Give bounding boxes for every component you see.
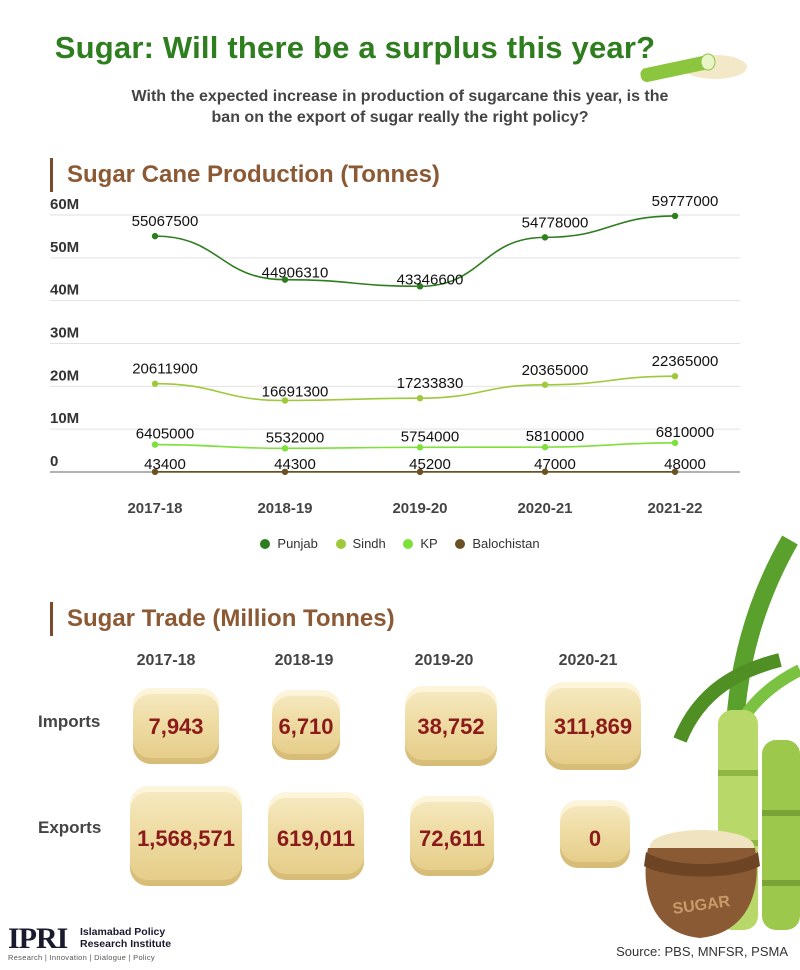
legend-item-kp: KP bbox=[403, 536, 438, 551]
data-point bbox=[151, 380, 159, 387]
y-tick-label: 0 bbox=[50, 453, 58, 470]
chart-legend: Punjab Sindh KP Balochistan bbox=[0, 536, 800, 551]
data-point bbox=[281, 397, 289, 404]
x-tick-label: 2021-22 bbox=[647, 500, 702, 517]
legend-item-balochistan: Balochistan bbox=[455, 536, 540, 551]
data-point bbox=[281, 445, 289, 452]
sugarcane-stick-icon bbox=[640, 53, 747, 83]
y-tick-label: 10M bbox=[50, 410, 79, 427]
data-label: 44300 bbox=[274, 456, 316, 473]
imports-label: Imports bbox=[38, 712, 101, 731]
import-value-1: 7,943 bbox=[148, 714, 204, 739]
import-value-4: 311,869 bbox=[553, 714, 633, 739]
data-point bbox=[281, 276, 289, 283]
data-label: 55067500 bbox=[132, 213, 199, 230]
data-label: 6405000 bbox=[136, 426, 194, 443]
legend-item-sindh: Sindh bbox=[335, 536, 386, 551]
data-label: 5754000 bbox=[401, 428, 459, 445]
data-label: 5532000 bbox=[266, 429, 324, 446]
data-label: 16691300 bbox=[262, 384, 329, 401]
data-point bbox=[671, 212, 679, 220]
data-point bbox=[151, 232, 159, 240]
exports-label: Exports bbox=[38, 818, 102, 837]
trade-year-4: 2020-21 bbox=[558, 652, 618, 669]
x-tick-label: 2018-19 bbox=[257, 500, 312, 517]
data-point bbox=[151, 441, 159, 448]
data-point bbox=[541, 443, 549, 451]
export-value-2: 619,011 bbox=[276, 826, 356, 851]
subtitle-line-2: ban on the export of sugar really the ri… bbox=[211, 109, 589, 126]
data-label: 44906310 bbox=[262, 265, 329, 282]
sugar-cube-icon bbox=[130, 786, 242, 886]
sugar-sack-icon: SUGAR bbox=[644, 830, 760, 938]
sugar-cube-icon bbox=[560, 800, 630, 868]
data-point bbox=[541, 234, 549, 241]
export-value-4: 0 bbox=[588, 826, 602, 851]
import-value-2: 6,710 bbox=[278, 714, 334, 739]
sugar-cube-icon bbox=[545, 682, 641, 770]
x-axis-ticks: 2017-18 2018-19 2019-20 2020-21 2021-22 bbox=[127, 500, 702, 517]
data-label: 20365000 bbox=[522, 362, 589, 379]
org-name-line-2: Research Institute bbox=[80, 938, 172, 950]
trade-year-1: 2017-18 bbox=[136, 652, 196, 669]
y-tick-label: 30M bbox=[50, 325, 79, 342]
data-point bbox=[281, 468, 289, 476]
data-label: 47000 bbox=[534, 456, 576, 473]
source-note: Source: PBS, MNFSR, PSMA bbox=[616, 944, 788, 959]
data-label: 45200 bbox=[409, 456, 451, 473]
data-label: 6810000 bbox=[656, 424, 714, 441]
y-tick-label: 40M bbox=[50, 282, 79, 299]
y-tick-label: 20M bbox=[50, 367, 79, 384]
trade-year-2: 2018-19 bbox=[274, 652, 334, 669]
data-point bbox=[541, 468, 549, 475]
data-label: 43400 bbox=[144, 456, 186, 473]
page-title: Sugar: Will there be a surplus this year… bbox=[54, 30, 656, 65]
data-point bbox=[671, 468, 679, 475]
data-point bbox=[541, 381, 549, 388]
chart-series: 55067500 44906310 43346600 54778000 59777000… bbox=[132, 195, 719, 476]
data-point bbox=[416, 444, 424, 451]
data-point bbox=[151, 468, 159, 476]
legend-item-punjab: Punjab bbox=[260, 536, 318, 551]
x-tick-label: 2020-21 bbox=[517, 500, 572, 517]
trade-heading: Sugar Trade (Million Tonnes) bbox=[50, 602, 395, 636]
data-point bbox=[416, 394, 424, 402]
y-tick-label: 50M bbox=[50, 239, 79, 256]
data-point bbox=[671, 439, 679, 447]
sugar-cube-icon bbox=[268, 792, 364, 880]
subtitle-line-1: With the expected increase in production… bbox=[131, 88, 669, 105]
production-heading: Sugar Cane Production (Tonnes) bbox=[50, 158, 440, 192]
export-value-1: 1,568,571 bbox=[137, 826, 235, 851]
import-value-3: 38,752 bbox=[417, 714, 485, 739]
x-tick-label: 2019-20 bbox=[392, 500, 447, 517]
data-label: 20611900 bbox=[132, 361, 198, 378]
data-label: 5810000 bbox=[526, 428, 584, 445]
data-point bbox=[671, 373, 679, 380]
ipri-logo: IPRI bbox=[8, 922, 68, 955]
page-subtitle: With the expected increase in production… bbox=[100, 86, 700, 128]
sugar-cube-icon bbox=[133, 688, 219, 764]
data-label: 59777000 bbox=[652, 195, 719, 210]
export-value-3: 72,611 bbox=[418, 826, 486, 851]
data-point bbox=[416, 468, 424, 476]
sugar-cube-icon bbox=[272, 690, 340, 760]
org-tagline: Research | Innovation | Dialogue | Polic… bbox=[8, 953, 155, 962]
data-label: 43346600 bbox=[397, 271, 464, 288]
sugar-cube-icon bbox=[410, 796, 494, 876]
trade-year-3: 2019-20 bbox=[414, 652, 474, 669]
data-label: 22365000 bbox=[652, 353, 719, 370]
data-point bbox=[416, 283, 424, 290]
sugarcane-plant-icon bbox=[673, 535, 800, 930]
data-label: 54778000 bbox=[522, 214, 589, 231]
data-label: 48000 bbox=[664, 456, 706, 473]
y-axis-ticks: 0 10M 20M 30M 40M 50M 60M bbox=[50, 196, 79, 470]
sugar-cube-icon bbox=[405, 686, 497, 766]
production-chart: 0 10M 20M 30M 40M 50M 60M 2017-18 2018-19 2019-2… bbox=[50, 195, 740, 517]
org-name-line-1: Islamabad Policy bbox=[80, 926, 166, 938]
data-label: 17233830 bbox=[397, 375, 464, 392]
y-tick-label: 60M bbox=[50, 196, 79, 213]
x-tick-label: 2017-18 bbox=[127, 500, 182, 517]
